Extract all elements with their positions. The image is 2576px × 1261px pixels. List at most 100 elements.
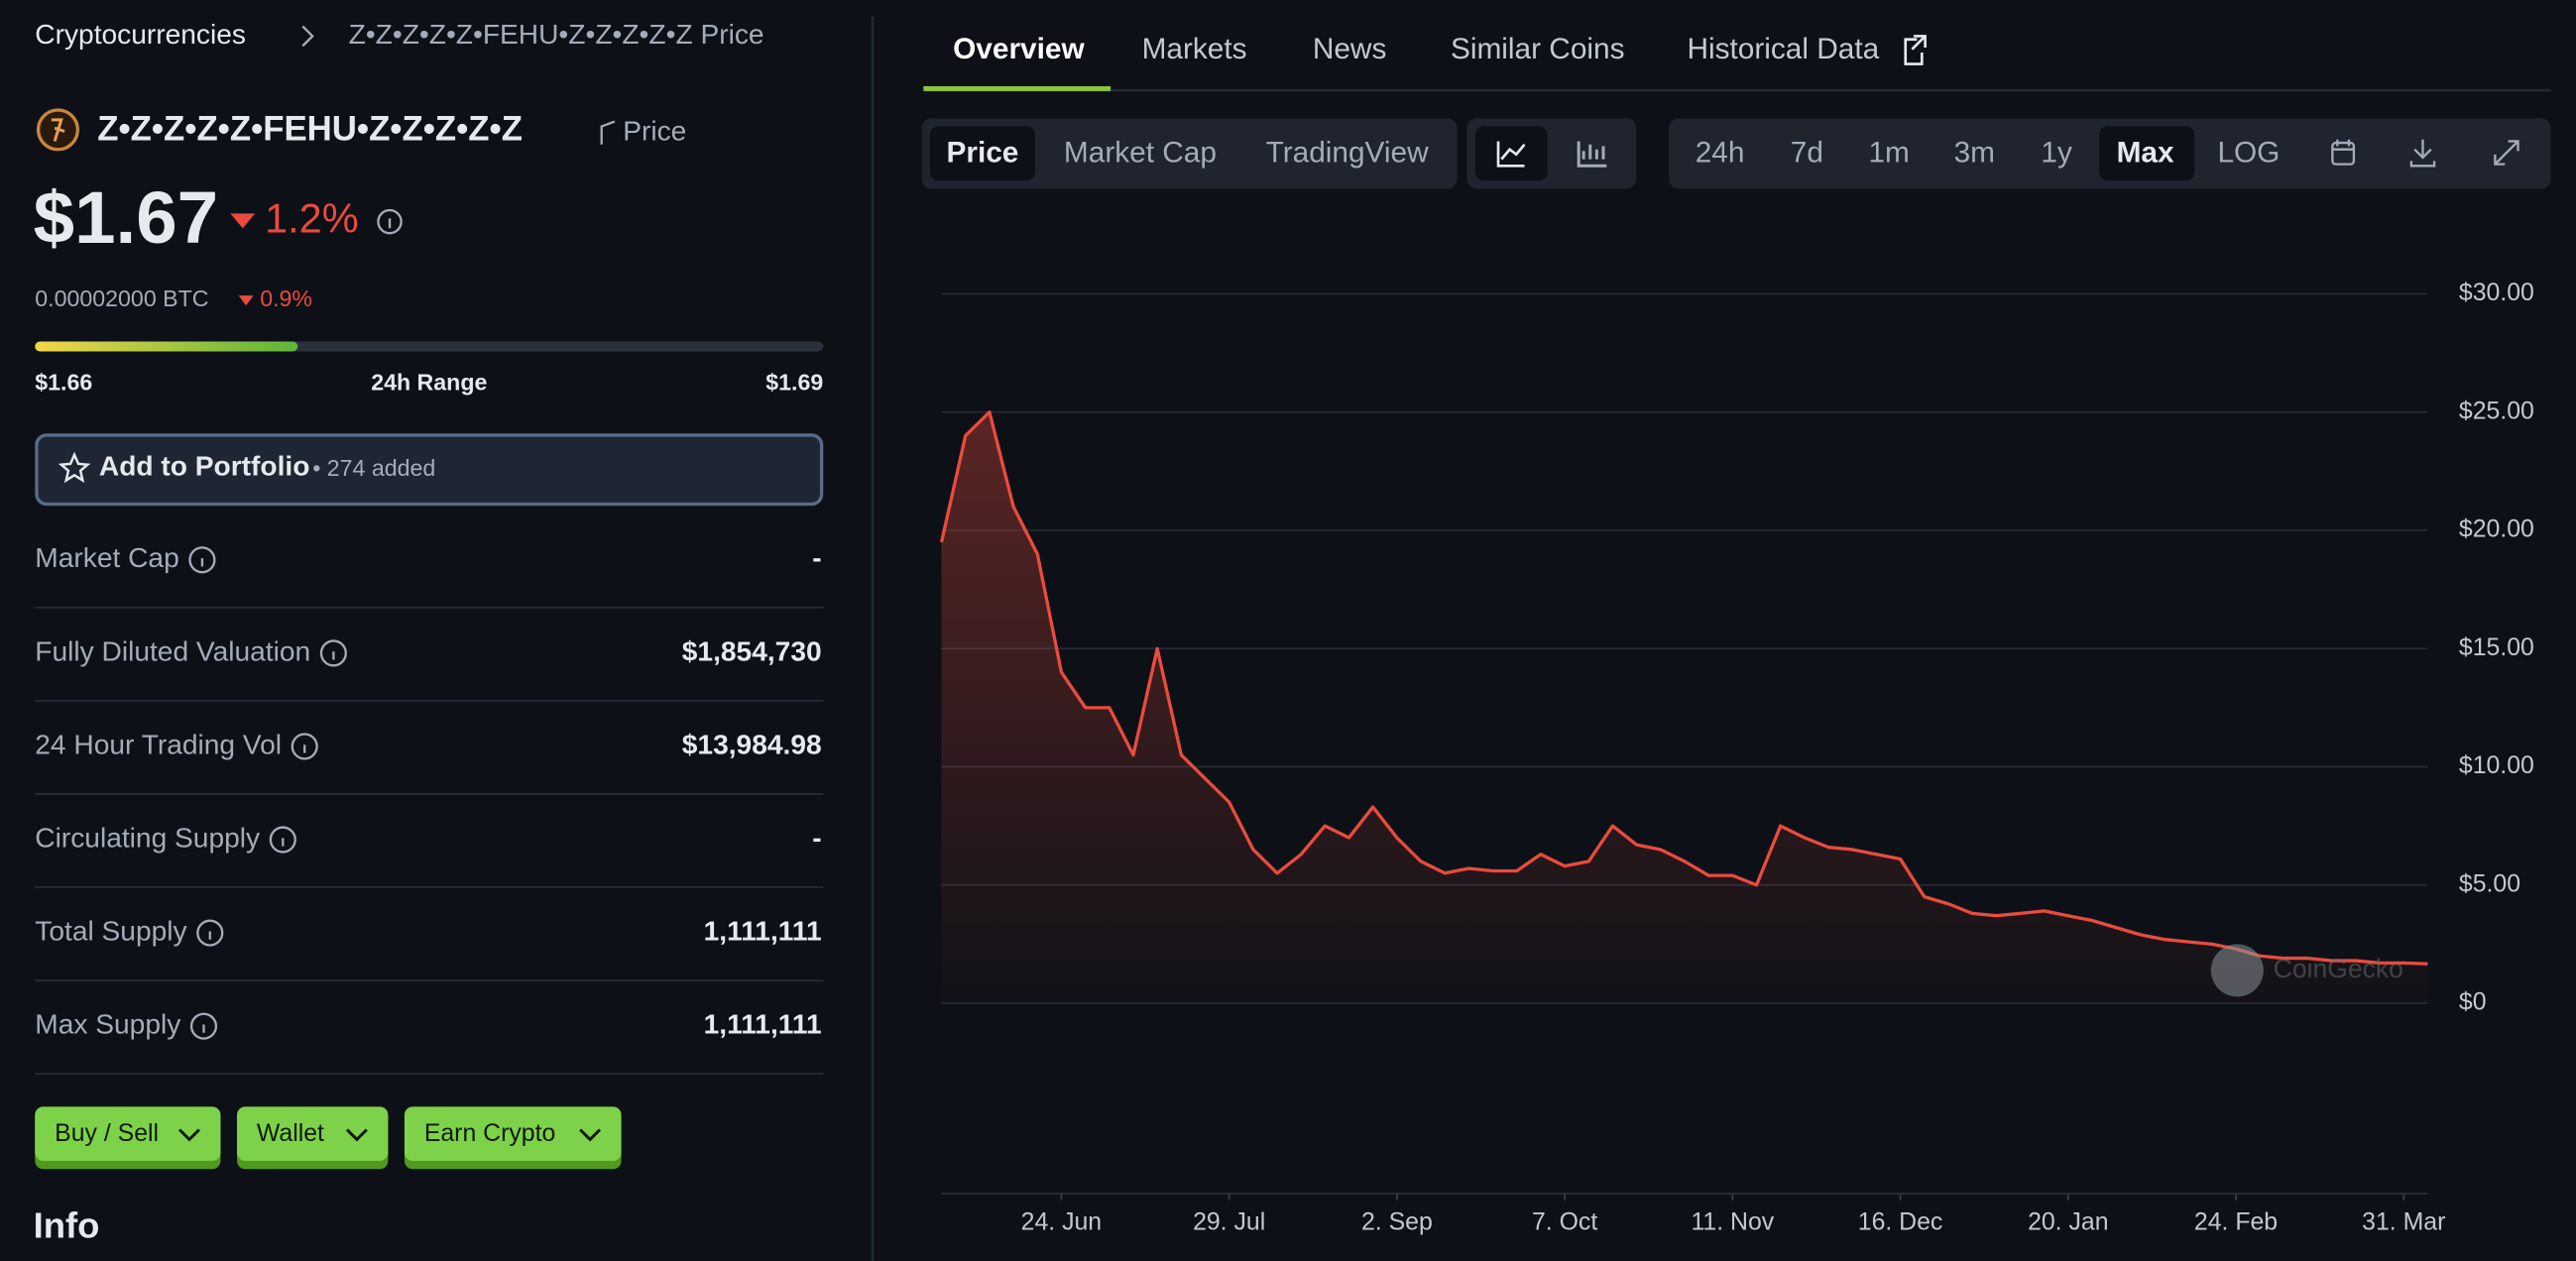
tab[interactable]: Overview	[953, 33, 1085, 65]
stat-label: Fully Diluted Valuation	[35, 635, 310, 666]
down-arrow	[238, 295, 254, 306]
breadcrumb-current: Z•Z•Z•Z•Z•FEHU•Z•Z•Z•Z•Z Price	[349, 19, 764, 50]
stat-label: Max Supply	[35, 1009, 181, 1040]
tab[interactable]: News	[1313, 33, 1387, 65]
stat-label: Market Cap	[35, 542, 178, 573]
info-icon[interactable]	[196, 919, 224, 947]
range-fill	[35, 341, 298, 352]
external-icon	[1904, 35, 1927, 65]
stat-value: -	[812, 542, 821, 573]
calendar-icon	[2332, 139, 2354, 151]
down-arrow	[230, 213, 256, 229]
info-icon[interactable]	[377, 208, 403, 235]
stat-label: Circulating Supply	[35, 822, 261, 853]
action-label: Wallet	[257, 1120, 324, 1147]
range-option[interactable]: LOG	[2217, 137, 2280, 170]
x-tick-label: 24. Feb	[2194, 1208, 2278, 1235]
action-label: Buy / Sell	[55, 1120, 159, 1147]
portfolio-label: Add to Portfolio	[99, 450, 310, 481]
range-high: $1.69	[765, 370, 823, 396]
stat-value: 1,111,111	[704, 916, 822, 947]
x-tick-label: 20. Jan	[2028, 1208, 2108, 1235]
range-option[interactable]: 7d	[1791, 137, 1823, 170]
price-area	[941, 411, 2428, 1003]
range-option[interactable]: 1y	[2041, 137, 2072, 170]
y-tick-label: $30.00	[2459, 280, 2534, 306]
chevron	[177, 1128, 200, 1142]
info-icon[interactable]	[188, 546, 216, 574]
action-label: Earn Crypto	[424, 1120, 555, 1147]
tab[interactable]: Historical Data	[1687, 33, 1879, 65]
range-option[interactable]: 1m	[1868, 137, 1909, 170]
price-change: 1.2%	[265, 196, 358, 242]
tabs: Overview Markets News Similar Coins Historic…	[953, 33, 1880, 65]
action-button[interactable]	[237, 1106, 389, 1161]
line-icon	[1496, 141, 1526, 168]
chevron	[579, 1128, 602, 1142]
range-option[interactable]: 3m	[1954, 137, 1995, 170]
download-icon[interactable]	[2409, 139, 2436, 168]
btc-price: 0.00002000 BTC	[35, 286, 208, 311]
chevron	[345, 1128, 368, 1142]
view-option[interactable]: Market Cap	[1064, 137, 1217, 170]
watermark-logo	[2210, 944, 2264, 997]
coin-icon-glyph	[51, 118, 65, 142]
stat-label: 24 Hour Trading Vol	[35, 729, 282, 759]
stat-value: $1,854,730	[682, 635, 822, 666]
suffix-icon	[600, 120, 616, 145]
range-label: 24h Range	[371, 370, 487, 396]
portfolio-button[interactable]	[35, 433, 824, 507]
x-tick-label: 2. Sep	[1361, 1208, 1433, 1235]
range-selected	[2099, 126, 2195, 181]
y-tick-label: $15.00	[2459, 634, 2534, 661]
coin-suffix: Price	[623, 116, 686, 147]
stat-label: Total Supply	[35, 916, 187, 947]
view-option[interactable]: TradingView	[1266, 137, 1429, 170]
range-option[interactable]: Max	[2117, 137, 2174, 170]
tab[interactable]: Markets	[1142, 33, 1247, 65]
stats: Market Cap - Fully Diluted Valuation $1,854…	[35, 542, 824, 1076]
star-icon	[58, 451, 91, 484]
portfolio-count: • 274 added	[312, 455, 435, 481]
action-button[interactable]	[35, 1106, 221, 1161]
section-title: Info	[34, 1205, 100, 1246]
controls: Price Market Cap TradingView 24h 7d 1m 3m 1y Max…	[946, 137, 2280, 170]
action-button[interactable]	[404, 1106, 622, 1161]
info-icon[interactable]	[319, 639, 347, 667]
info-icon[interactable]	[269, 826, 296, 854]
view-selected	[929, 126, 1035, 181]
view-group	[921, 118, 1458, 189]
candle-icon[interactable]	[1577, 141, 1607, 168]
y-tick-label: $10.00	[2459, 752, 2534, 779]
x-tick-label: 16. Dec	[1858, 1208, 1943, 1235]
x-tick-label: 31. Mar	[2362, 1208, 2445, 1235]
chart: $0 $5.00 $10.00 $15.00 $20.00 $25.00 $30.00 24.…	[939, 280, 2534, 1235]
y-tick-label: $0	[2459, 989, 2487, 1016]
stat-value: 1,111,111	[704, 1009, 822, 1040]
coin-name: Z•Z•Z•Z•Z•FEHU•Z•Z•Z•Z•Z	[97, 111, 523, 149]
breadcrumb-root[interactable]: Cryptocurrencies	[35, 19, 246, 50]
type-selected[interactable]	[1474, 126, 1548, 181]
stat-value: $13,984.98	[682, 729, 822, 759]
x-tick-label: 11. Nov	[1691, 1208, 1774, 1235]
price: $1.67	[34, 176, 218, 259]
btc-change: 0.9%	[260, 286, 312, 311]
x-tick-label: 7. Oct	[1532, 1208, 1597, 1235]
breadcrumb-chevron	[301, 25, 314, 48]
range-option[interactable]: 24h	[1696, 137, 1745, 170]
y-tick-label: $20.00	[2459, 516, 2534, 543]
tab[interactable]: Similar Coins	[1451, 33, 1625, 65]
info-icon[interactable]	[189, 1012, 218, 1040]
price-line	[939, 410, 2428, 966]
stat-value: -	[812, 822, 821, 853]
range-low: $1.66	[35, 370, 92, 396]
view-option[interactable]: Price	[946, 137, 1018, 170]
info-icon[interactable]	[291, 733, 318, 760]
calendar-icon[interactable]	[2331, 141, 2356, 166]
x-tick-label: 29. Jul	[1193, 1208, 1265, 1235]
fullscreen-icon[interactable]	[2494, 140, 2519, 166]
watermark: CoinGecko	[2274, 954, 2403, 983]
y-tick-label: $5.00	[2459, 870, 2520, 897]
